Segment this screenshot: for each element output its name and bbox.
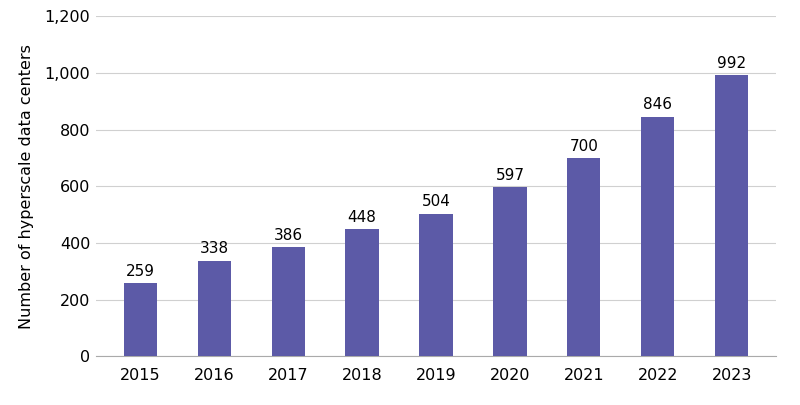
Text: 992: 992 — [717, 56, 746, 71]
Bar — [567, 158, 601, 356]
Text: 597: 597 — [495, 168, 525, 183]
Text: 448: 448 — [348, 210, 377, 225]
Text: 700: 700 — [570, 139, 598, 153]
Text: 338: 338 — [200, 241, 229, 256]
Text: 386: 386 — [274, 228, 302, 243]
Bar — [124, 283, 157, 356]
Bar — [494, 187, 526, 356]
Text: 846: 846 — [643, 97, 672, 112]
Bar — [419, 213, 453, 356]
Y-axis label: Number of hyperscale data centers: Number of hyperscale data centers — [18, 44, 34, 329]
Bar — [271, 247, 305, 356]
Text: 504: 504 — [422, 194, 450, 209]
Text: 259: 259 — [126, 264, 155, 279]
Bar — [198, 260, 231, 356]
Bar — [641, 117, 674, 356]
Bar — [715, 75, 748, 356]
Bar — [346, 229, 378, 356]
